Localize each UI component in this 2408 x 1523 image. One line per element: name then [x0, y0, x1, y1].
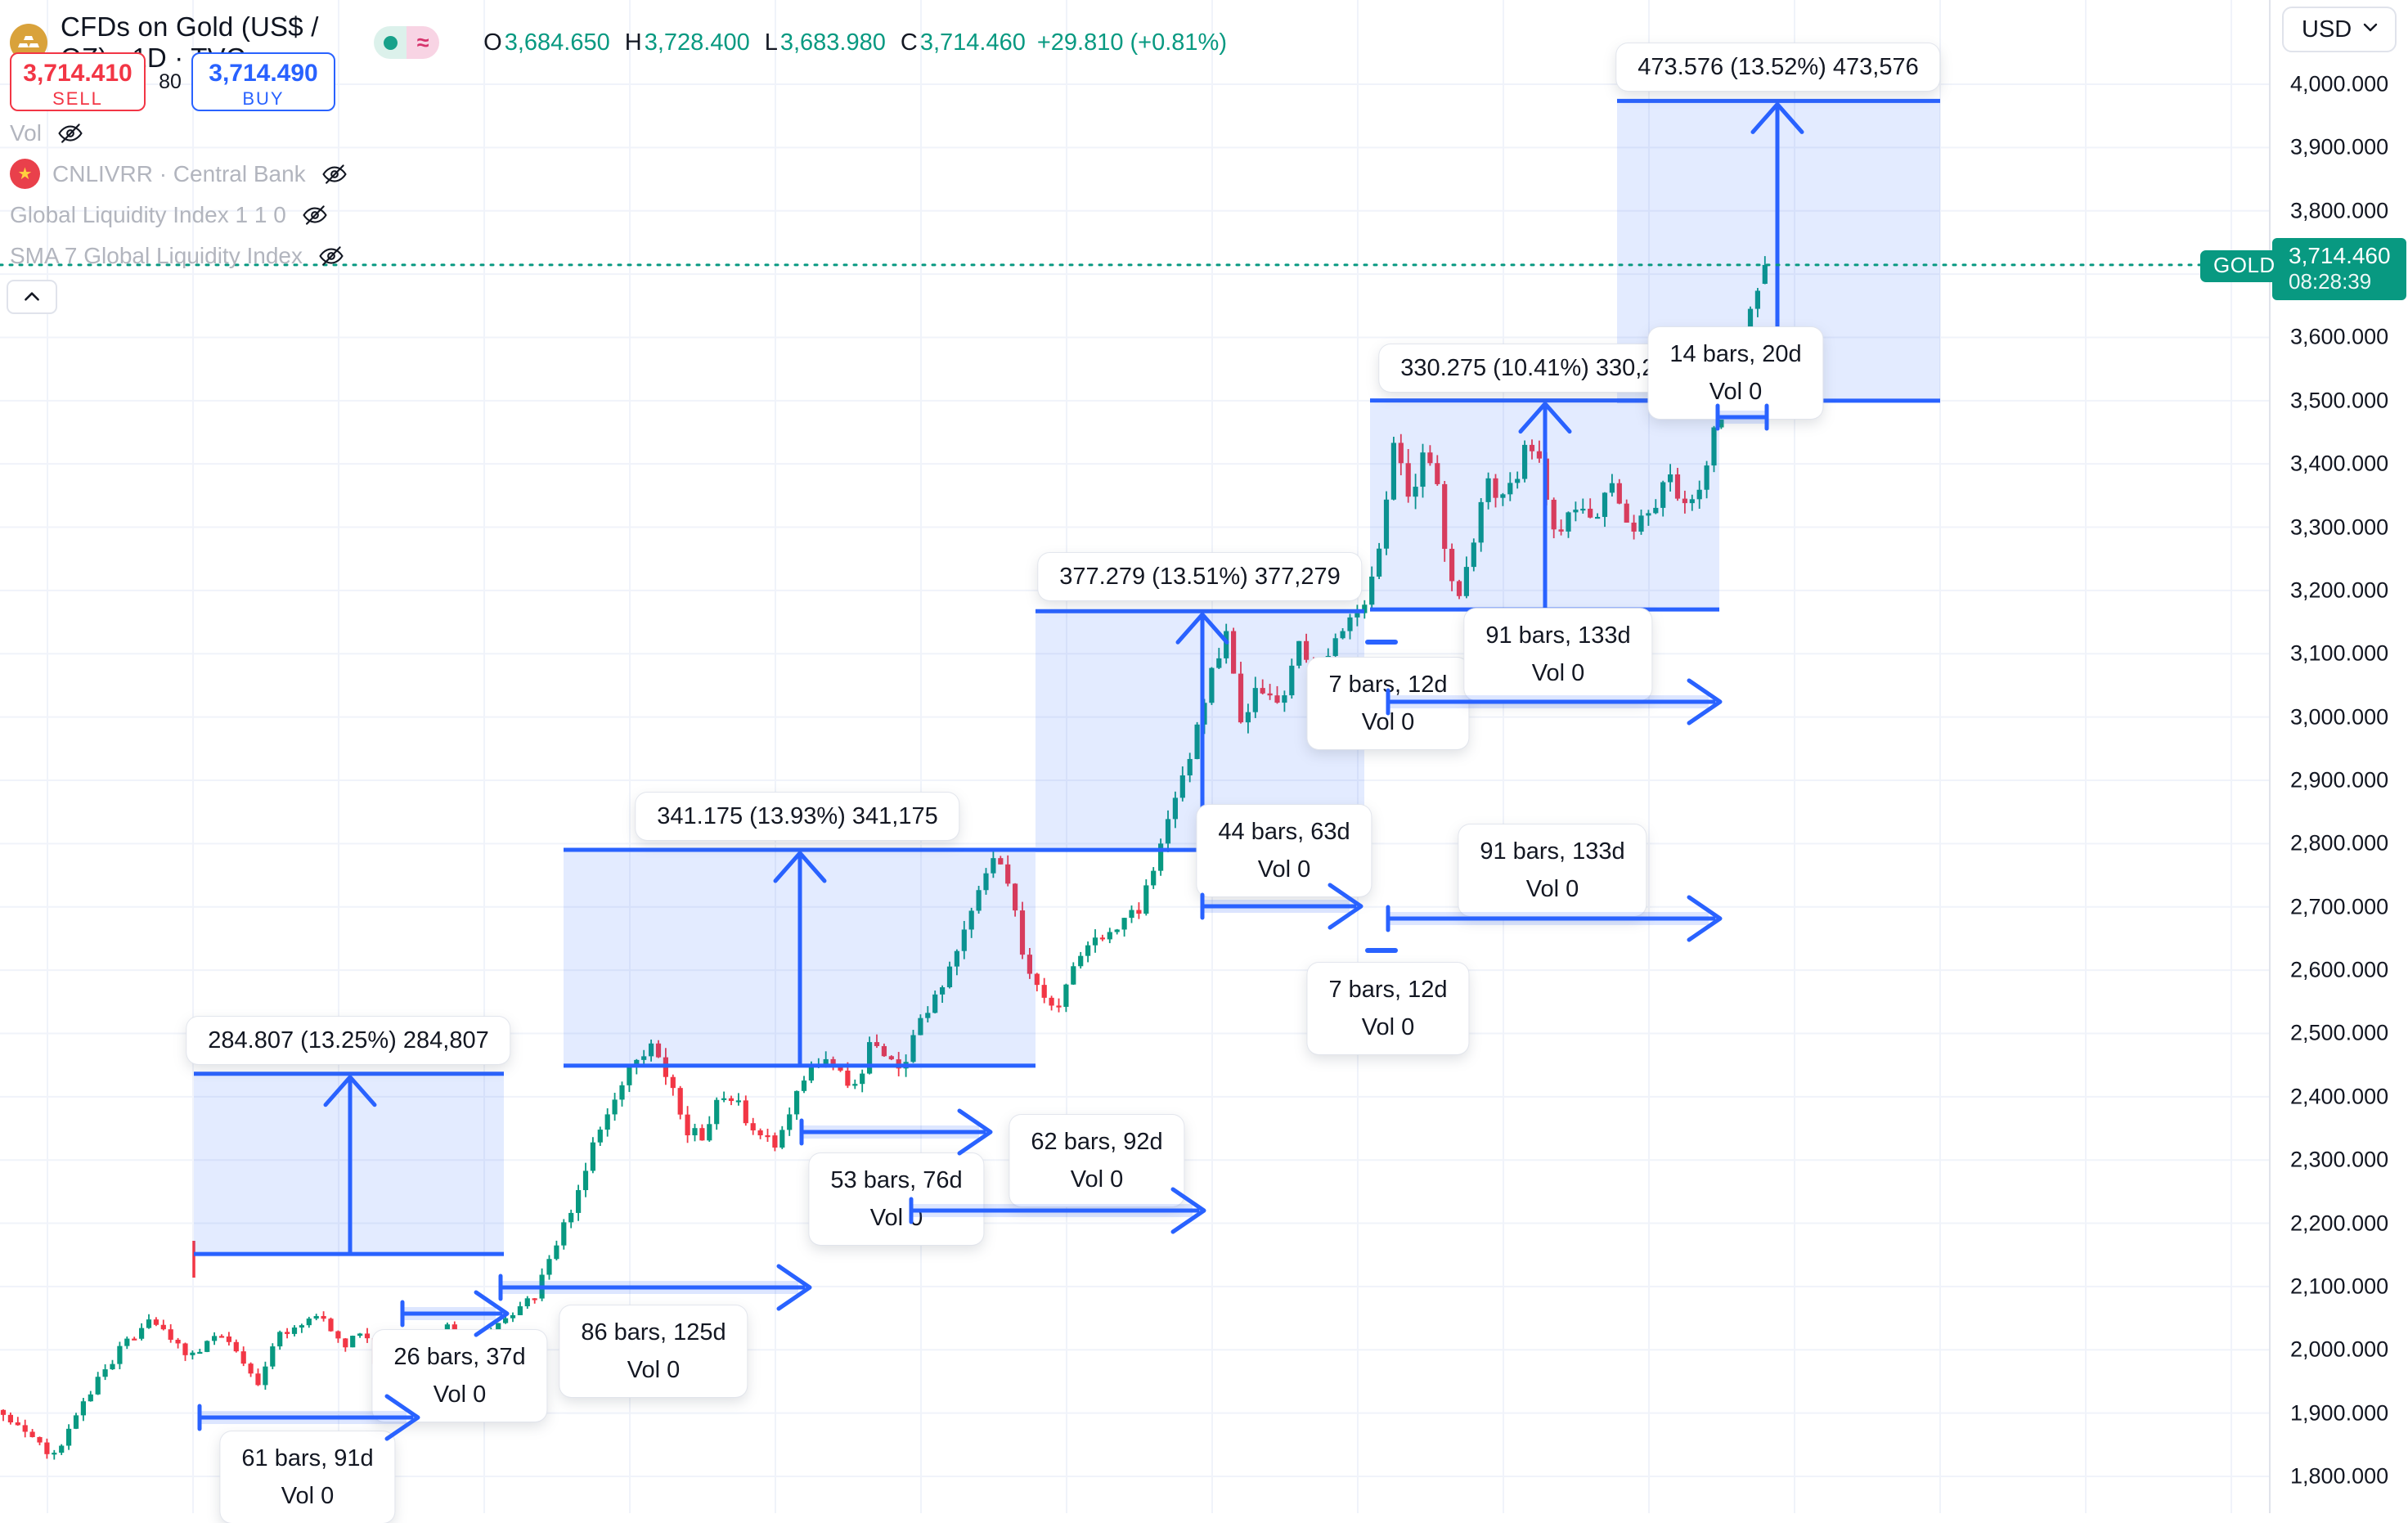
buy-label: BUY: [242, 88, 285, 109]
buy-button[interactable]: 3,714.490 BUY: [191, 52, 335, 111]
price-tick: 2,400.000: [2290, 1084, 2389, 1109]
indicator-label: SMA 7 Global Liquidity Index: [10, 243, 303, 268]
price-tick: 3,500.000: [2290, 388, 2389, 413]
price-tick: 2,100.000: [2290, 1274, 2389, 1299]
price-axis[interactable]: USD 4,000.000 3,900.000 3,800.000 3,600.000…: [2269, 0, 2408, 1513]
sell-button[interactable]: 3,714.410 SELL: [10, 52, 146, 111]
close-label: C: [900, 29, 918, 56]
currency-label: USD: [2302, 16, 2352, 43]
price-tick: 2,600.000: [2290, 957, 2389, 982]
symbol-price-flag: GOLD: [2200, 249, 2289, 282]
indicator-label: Global Liquidity Index 1 1 0: [10, 202, 286, 227]
price-tick: 3,400.000: [2290, 451, 2389, 476]
indicator-label: Vol: [10, 120, 42, 146]
eye-off-icon[interactable]: [317, 242, 345, 270]
price-tick: 3,900.000: [2290, 134, 2389, 159]
low-label: L: [764, 29, 778, 56]
last-price-badge: 3,714.460 08:28:39: [2272, 237, 2406, 300]
eye-off-icon[interactable]: [301, 201, 329, 229]
market-open-icon[interactable]: [374, 26, 407, 59]
price-tick: 2,200.000: [2290, 1211, 2389, 1236]
price-tick: 4,000.000: [2290, 71, 2389, 97]
buy-price: 3,714.490: [209, 60, 318, 87]
price-tick: 1,900.000: [2290, 1400, 2389, 1426]
price-tick: 3,600.000: [2290, 324, 2389, 349]
open-value: 3,684.650: [504, 29, 610, 56]
chevron-down-icon: [2361, 16, 2380, 43]
price-tick: 2,800.000: [2290, 830, 2389, 856]
delayed-data-icon[interactable]: ≈: [407, 26, 440, 59]
price-tick: 1,800.000: [2290, 1463, 2389, 1489]
indicator-row-volume[interactable]: Vol: [10, 119, 84, 147]
price-tick: 3,800.000: [2290, 198, 2389, 223]
price-tick: 2,700.000: [2290, 894, 2389, 919]
cn-flag-icon: ★: [10, 159, 40, 189]
close-value: 3,714.460: [919, 29, 1026, 56]
currency-selector[interactable]: USD: [2282, 7, 2397, 52]
low-value: 3,683.980: [779, 29, 886, 56]
last-price-value: 3,714.460: [2289, 242, 2391, 268]
price-tick: 2,900.000: [2290, 767, 2389, 793]
price-tick: 3,300.000: [2290, 514, 2389, 540]
last-price-time: 08:28:39: [2289, 268, 2372, 294]
eye-off-icon[interactable]: [321, 160, 348, 188]
price-tick: 2,500.000: [2290, 1020, 2389, 1045]
ohlc-readout: O 3,684.650 H 3,728.400 L 3,683.980 C 3,714.…: [469, 29, 1227, 56]
price-tick: 3,200.000: [2290, 577, 2389, 603]
chevron-up-icon: [25, 292, 39, 301]
price-tick: 2,000.000: [2290, 1337, 2389, 1362]
change-value: +29.810 (+0.81%): [1036, 29, 1227, 56]
high-label: H: [624, 29, 642, 56]
sell-price: 3,714.410: [23, 60, 133, 87]
open-label: O: [483, 29, 502, 56]
indicator-row-central-bank[interactable]: ★ CNLIVRR · Central Bank: [10, 159, 348, 189]
price-tick: 3,100.000: [2290, 640, 2389, 666]
indicator-label: CNLIVRR · Central Bank: [52, 160, 306, 186]
price-tick: 3,000.000: [2290, 704, 2389, 730]
indicator-row-sma[interactable]: SMA 7 Global Liquidity Index: [10, 242, 345, 270]
high-value: 3,728.400: [644, 29, 750, 56]
eye-off-icon[interactable]: [56, 119, 84, 147]
indicator-row-global-liquidity[interactable]: Global Liquidity Index 1 1 0: [10, 201, 329, 229]
spread-value: 80: [159, 70, 182, 93]
market-status: ≈: [374, 26, 440, 59]
price-tick: 2,300.000: [2290, 1147, 2389, 1172]
sell-label: SELL: [52, 88, 103, 109]
collapse-legend-button[interactable]: [7, 280, 57, 314]
